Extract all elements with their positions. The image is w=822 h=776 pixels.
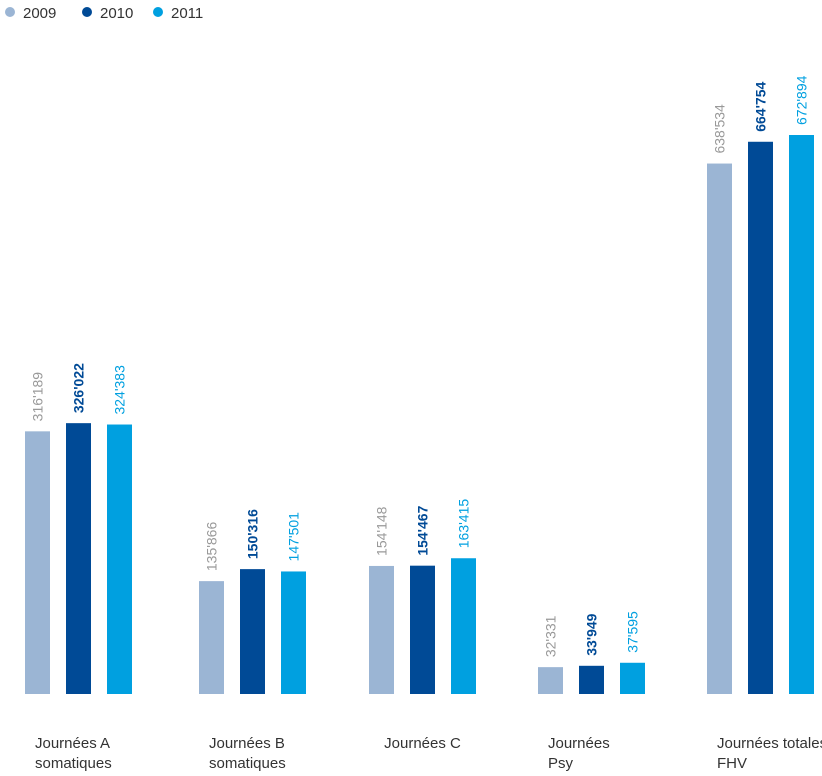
category-label-4-line2: Psy bbox=[548, 755, 574, 772]
category-label-5-line2: FHV bbox=[717, 755, 747, 772]
value-label-2009-cat4: 32'331 bbox=[543, 615, 559, 657]
bar-2010-cat3 bbox=[410, 565, 435, 694]
value-label-2009-cat1: 316'189 bbox=[30, 372, 46, 422]
bar-2010-cat1 bbox=[66, 423, 91, 694]
bar-2009-cat5 bbox=[707, 163, 732, 694]
bar-2011-cat1 bbox=[107, 424, 132, 694]
value-label-2009-cat5: 638'534 bbox=[712, 104, 728, 154]
bar-2010-cat4 bbox=[579, 665, 604, 694]
value-label-2010-cat2: 150'316 bbox=[245, 509, 261, 559]
category-label-1-line2: somatiques bbox=[35, 755, 112, 772]
value-label-2009-cat2: 135'866 bbox=[204, 522, 220, 572]
category-label-5-line1: Journées totales bbox=[717, 735, 822, 752]
legend-marker-2010 bbox=[82, 7, 92, 17]
category-label-2-line2: somatiques bbox=[209, 755, 286, 772]
value-label-2010-cat3: 154'467 bbox=[415, 505, 431, 555]
legend-label-2009: 2009 bbox=[23, 5, 56, 22]
bar-2011-cat4 bbox=[620, 662, 645, 694]
bar-2009-cat1 bbox=[25, 431, 50, 694]
legend-marker-2009 bbox=[5, 7, 15, 17]
value-label-2011-cat1: 324'383 bbox=[112, 365, 128, 415]
bars bbox=[25, 135, 814, 695]
value-label-2010-cat4: 33'949 bbox=[584, 613, 600, 655]
bar-2010-cat2 bbox=[240, 569, 265, 694]
category-label-2-line1: Journées B bbox=[209, 735, 285, 752]
bar-2009-cat4 bbox=[538, 667, 563, 694]
legend-label-2010: 2010 bbox=[100, 5, 133, 22]
bar-2011-cat5 bbox=[789, 135, 814, 694]
value-label-2011-cat3: 163'415 bbox=[456, 499, 472, 549]
bar-2009-cat2 bbox=[199, 581, 224, 694]
bar-2011-cat3 bbox=[451, 558, 476, 694]
value-label-2011-cat2: 147'501 bbox=[286, 512, 302, 562]
category-label-3-line1: Journées C bbox=[384, 735, 461, 752]
value-labels: 316'189 326'022 324'383 135'866 150'316 147'5… bbox=[30, 75, 810, 657]
value-label-2010-cat5: 664'754 bbox=[753, 82, 769, 132]
value-label-2010-cat1: 326'022 bbox=[71, 363, 87, 413]
legend-marker-2011 bbox=[153, 7, 163, 17]
value-label-2011-cat4: 37'595 bbox=[625, 611, 641, 653]
bar-2011-cat2 bbox=[281, 571, 306, 694]
category-label-4-line1: Journées bbox=[548, 735, 610, 752]
bar-2009-cat3 bbox=[369, 565, 394, 694]
value-label-2011-cat5: 672'894 bbox=[794, 75, 810, 125]
bar-2010-cat5 bbox=[748, 141, 773, 695]
category-label-1-line1: Journées A bbox=[35, 735, 110, 752]
legend: 2009 2010 2011 bbox=[5, 5, 203, 22]
legend-label-2011: 2011 bbox=[171, 5, 203, 22]
value-label-2009-cat3: 154'148 bbox=[374, 506, 390, 556]
category-labels: Journées A somatiques Journées B somatiques… bbox=[35, 735, 822, 772]
